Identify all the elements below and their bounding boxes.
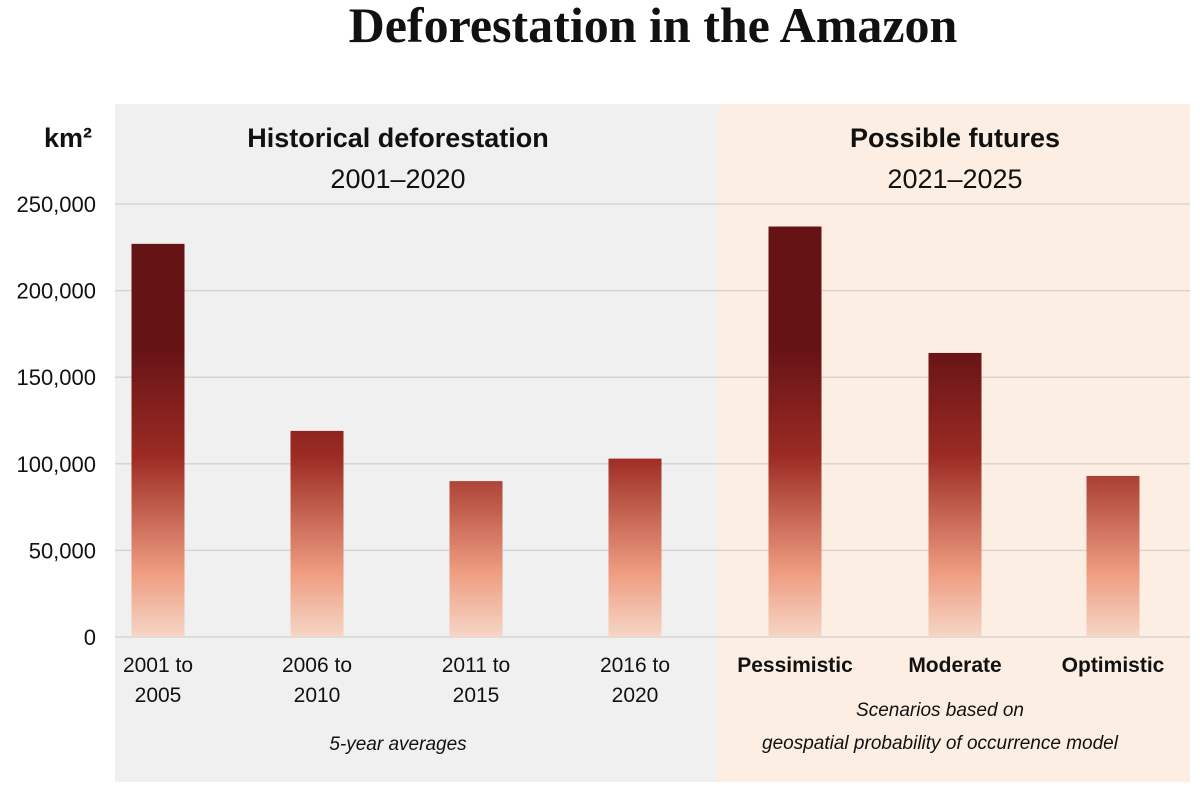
x-category-label: 2015 bbox=[453, 684, 500, 707]
y-tick-label: 200,000 bbox=[16, 279, 96, 304]
x-category-label: 2001 to bbox=[123, 654, 193, 677]
y-tick-label: 250,000 bbox=[16, 192, 96, 217]
bar bbox=[131, 243, 185, 637]
x-category-label: 2020 bbox=[612, 684, 659, 707]
futures-note-line-1: Scenarios based on bbox=[856, 700, 1024, 721]
x-category-label: Moderate bbox=[908, 654, 1001, 677]
historical-panel-title: Historical deforestation bbox=[247, 123, 549, 153]
y-tick-label: 150,000 bbox=[16, 365, 96, 390]
historical-note: 5-year averages bbox=[329, 734, 467, 755]
x-category-label: 2011 to bbox=[442, 654, 511, 677]
futures-note-line-2: geospatial probability of occurrence mod… bbox=[762, 733, 1119, 754]
futures-panel-title: Possible futures bbox=[850, 123, 1060, 153]
bar bbox=[1086, 475, 1140, 637]
bar bbox=[449, 481, 503, 637]
chart-title: Deforestation in the Amazon bbox=[349, 0, 958, 53]
x-category-label: 2006 to bbox=[282, 654, 352, 677]
y-tick-label: 0 bbox=[84, 625, 96, 650]
bar bbox=[290, 430, 344, 637]
bar bbox=[768, 226, 822, 638]
x-category-label: 2016 to bbox=[600, 654, 670, 677]
historical-panel-subtitle: 2001–2020 bbox=[330, 164, 465, 194]
y-tick-label: 100,000 bbox=[16, 452, 96, 477]
historical-panel-background bbox=[115, 104, 718, 782]
x-category-label: Pessimistic bbox=[737, 654, 853, 677]
x-category-label: 2005 bbox=[135, 684, 182, 707]
x-category-label: 2010 bbox=[294, 684, 341, 707]
y-tick-label: 50,000 bbox=[29, 538, 96, 563]
y-axis-unit: km² bbox=[44, 123, 92, 153]
x-category-label: Optimistic bbox=[1062, 654, 1165, 677]
bar bbox=[608, 458, 662, 637]
bar bbox=[928, 352, 982, 637]
futures-panel-subtitle: 2021–2025 bbox=[887, 164, 1022, 194]
